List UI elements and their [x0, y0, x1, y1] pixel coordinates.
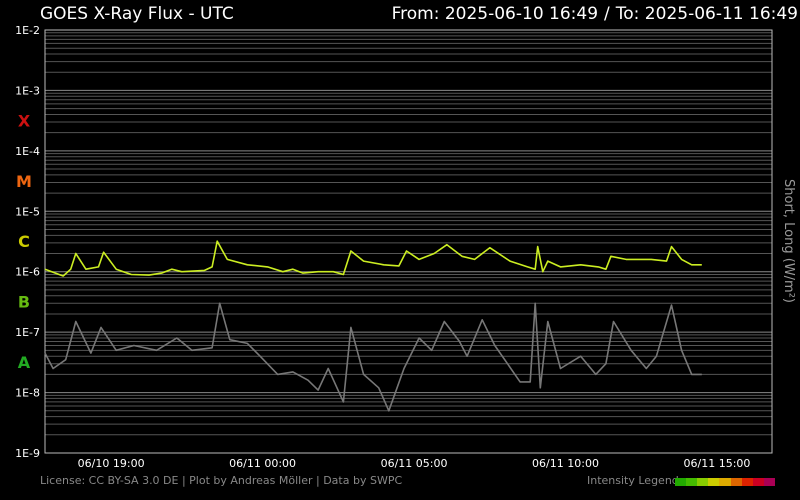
y-tick-label: 1E-4 [15, 145, 40, 158]
range-to: To: 2025-06-11 16:49 [615, 4, 798, 24]
y-tick-label: 1E-6 [15, 266, 40, 279]
flare-class-label: A [18, 353, 31, 372]
chart-title: GOES X-Ray Flux - UTC [40, 4, 234, 24]
x-tick-label: 06/11 05:00 [381, 457, 448, 470]
intensity-swatch [686, 478, 698, 486]
intensity-swatch [763, 478, 775, 486]
intensity-swatch [708, 478, 720, 486]
time-range: From: 2025-06-10 16:49/To: 2025-06-11 16… [392, 4, 798, 24]
intensity-swatch [697, 478, 709, 486]
intensity-swatch [741, 478, 753, 486]
y-axis-label: Short, Long (W/m²) [781, 179, 796, 303]
y-tick-label: 1E-7 [15, 326, 40, 339]
axis-labels: 1E-2 1E-3 1E-4 1E-5 1E-6 1E-7 1E-8 1E-9 06/10 19… [15, 24, 750, 470]
x-tick-label: 06/11 00:00 [229, 457, 296, 470]
grid-lines [45, 32, 772, 454]
intensity-swatch [730, 478, 742, 486]
plot-frame [44, 29, 773, 454]
intensity-swatch [675, 478, 687, 486]
flare-class-labels: X M C B A [16, 111, 32, 372]
flare-class-label: M [16, 172, 32, 191]
y-tick-label: 1E-5 [15, 205, 40, 218]
series-line-long [44, 240, 702, 277]
intensity-swatch [752, 478, 764, 486]
license-text: License: CC BY-SA 3.0 DE | Plot by Andre… [40, 474, 403, 487]
flare-class-label: X [18, 111, 31, 130]
range-separator: / [604, 4, 610, 24]
x-tick-label: 06/10 19:00 [78, 457, 145, 470]
range-from: From: 2025-06-10 16:49 [391, 4, 599, 24]
y-tick-label: 1E-2 [15, 24, 40, 37]
y-tick-label: 1E-9 [15, 447, 40, 460]
series-line-short [44, 302, 702, 412]
x-tick-label: 06/11 15:00 [684, 457, 751, 470]
data-series [44, 240, 702, 412]
x-tick-label: 06/11 10:00 [532, 457, 599, 470]
intensity-swatch [719, 478, 731, 486]
flare-class-label: B [18, 293, 30, 312]
y-tick-label: 1E-3 [15, 84, 40, 97]
flare-class-label: C [18, 232, 30, 251]
intensity-legend-label: Intensity Legend [587, 474, 679, 487]
intensity-legend-bar [675, 478, 775, 486]
y-tick-label: 1E-8 [15, 387, 40, 400]
